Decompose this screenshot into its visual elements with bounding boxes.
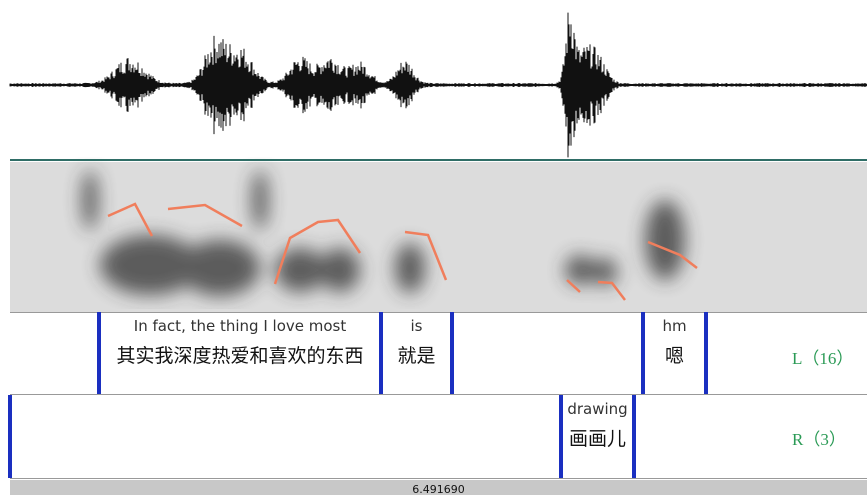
- interval-chinese[interactable]: 其实我深度热爱和喜欢的东西: [116, 345, 364, 367]
- spectrogram-energy: [82, 170, 685, 296]
- interval-english[interactable]: hm: [662, 317, 687, 335]
- boundary[interactable]: [704, 312, 708, 394]
- pitch-contour: [107, 202, 698, 301]
- tier-border: [10, 478, 867, 479]
- boundary[interactable]: [641, 312, 645, 394]
- tier-border: [10, 394, 867, 395]
- interval-chinese[interactable]: 画画儿: [568, 428, 626, 450]
- interval-chinese[interactable]: 嗯: [664, 345, 684, 367]
- boundary[interactable]: [379, 312, 383, 394]
- waveform: [9, 12, 867, 158]
- tier-name: L（16）: [792, 349, 854, 368]
- tier-border: [10, 312, 867, 313]
- time-label: 6.491690: [412, 483, 465, 496]
- signal-view: [9, 12, 867, 312]
- interval-english[interactable]: In fact, the thing I love most: [133, 317, 347, 335]
- tier-name: R（3）: [792, 430, 846, 449]
- boundary[interactable]: [450, 312, 454, 394]
- boundary[interactable]: [97, 312, 101, 394]
- time-bar[interactable]: 6.491690: [10, 480, 867, 496]
- boundary[interactable]: [559, 395, 563, 478]
- boundary[interactable]: [8, 395, 12, 478]
- interval-chinese[interactable]: 就是: [397, 345, 436, 367]
- interval-english[interactable]: is: [410, 317, 423, 335]
- boundary[interactable]: [632, 395, 636, 478]
- interval-english[interactable]: drawing: [567, 400, 628, 418]
